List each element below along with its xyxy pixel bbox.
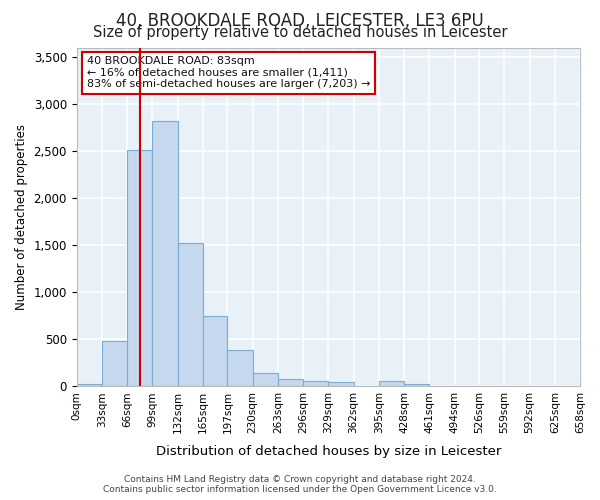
X-axis label: Distribution of detached houses by size in Leicester: Distribution of detached houses by size …	[155, 444, 501, 458]
Bar	[77, 384, 102, 386]
Bar	[404, 384, 430, 386]
Bar	[178, 244, 203, 386]
Text: 40 BROOKDALE ROAD: 83sqm
← 16% of detached houses are smaller (1,411)
83% of sem: 40 BROOKDALE ROAD: 83sqm ← 16% of detach…	[87, 56, 370, 89]
Bar	[328, 382, 353, 386]
Bar	[227, 350, 253, 387]
Bar	[253, 373, 278, 386]
Text: 40, BROOKDALE ROAD, LEICESTER, LE3 6PU: 40, BROOKDALE ROAD, LEICESTER, LE3 6PU	[116, 12, 484, 30]
Bar	[203, 316, 227, 386]
Text: Size of property relative to detached houses in Leicester: Size of property relative to detached ho…	[93, 25, 507, 40]
Bar	[303, 381, 328, 386]
Text: Contains HM Land Registry data © Crown copyright and database right 2024.
Contai: Contains HM Land Registry data © Crown c…	[103, 474, 497, 494]
Bar	[379, 381, 404, 386]
Y-axis label: Number of detached properties: Number of detached properties	[15, 124, 28, 310]
Bar	[102, 341, 127, 386]
Bar	[152, 121, 178, 386]
Bar	[127, 150, 152, 386]
Bar	[278, 380, 303, 386]
